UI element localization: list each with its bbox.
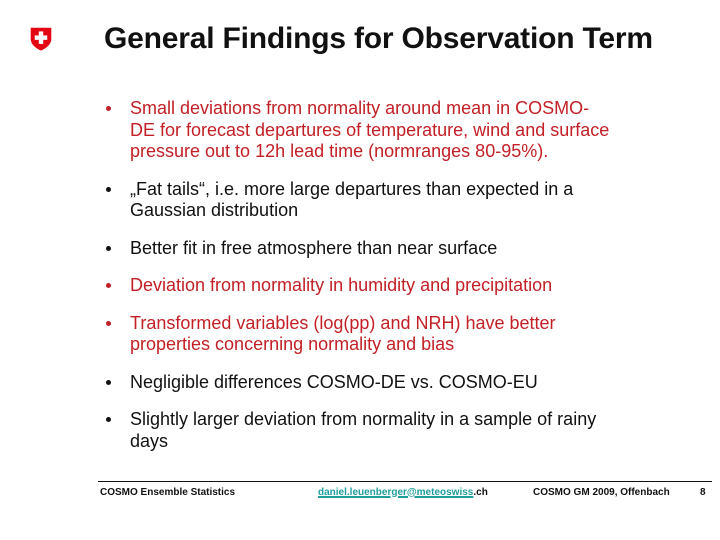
email-link[interactable]: daniel.leuenberger@meteoswiss xyxy=(318,487,474,498)
bullet-text: Deviation from normality in humidity and… xyxy=(130,275,553,295)
bullet-dot-icon xyxy=(106,379,111,385)
bullet-dot-icon xyxy=(106,283,111,288)
bullet-item: Transformed variables (log(pp) and NRH) … xyxy=(104,313,696,356)
bullet-text: „Fat tails“, i.e. more large departures … xyxy=(130,178,574,221)
email-link-suffix: .ch xyxy=(473,487,488,498)
bullet-dot-icon xyxy=(106,106,111,111)
footer-divider xyxy=(98,481,712,482)
footer: COSMO Ensemble Statistics daniel.leuenbe… xyxy=(0,487,720,503)
bullet-dot-icon xyxy=(106,417,111,422)
bullet-item: Slightly larger deviation from normality… xyxy=(104,409,696,452)
bullet-text: Slightly larger deviation from normality… xyxy=(130,409,597,451)
slide-title: General Findings for Observation Term xyxy=(104,22,653,55)
bullet-text: Better fit in free atmosphere than near … xyxy=(130,237,498,258)
footer-presentation-name: COSMO Ensemble Statistics xyxy=(100,487,236,498)
footer-page-number: 8 xyxy=(700,487,706,498)
bullet-text: Negligible differences COSMO-DE vs. COSM… xyxy=(130,371,538,392)
footer-email: daniel.leuenberger@meteoswiss.ch xyxy=(318,487,488,498)
bullet-item: Small deviations from normality around m… xyxy=(104,98,696,163)
swiss-cross-shield-icon xyxy=(30,27,52,51)
bullet-item: „Fat tails“, i.e. more large departures … xyxy=(104,179,696,222)
bullet-item: Negligible differences COSMO-DE vs. COSM… xyxy=(104,372,696,394)
bullet-dot-icon xyxy=(106,320,111,326)
bullet-item: Deviation from normality in humidity and… xyxy=(104,275,696,297)
bullet-text: Transformed variables (log(pp) and NRH) … xyxy=(130,312,556,355)
footer-conference-name: COSMO GM 2009, Offenbach xyxy=(533,487,670,498)
bullet-list: Small deviations from normality around m… xyxy=(104,98,696,468)
bullet-dot-icon xyxy=(106,186,111,192)
bullet-text: Small deviations from normality around m… xyxy=(130,98,610,161)
bullet-item: Better fit in free atmosphere than near … xyxy=(104,238,696,260)
bullet-dot-icon xyxy=(106,245,111,251)
